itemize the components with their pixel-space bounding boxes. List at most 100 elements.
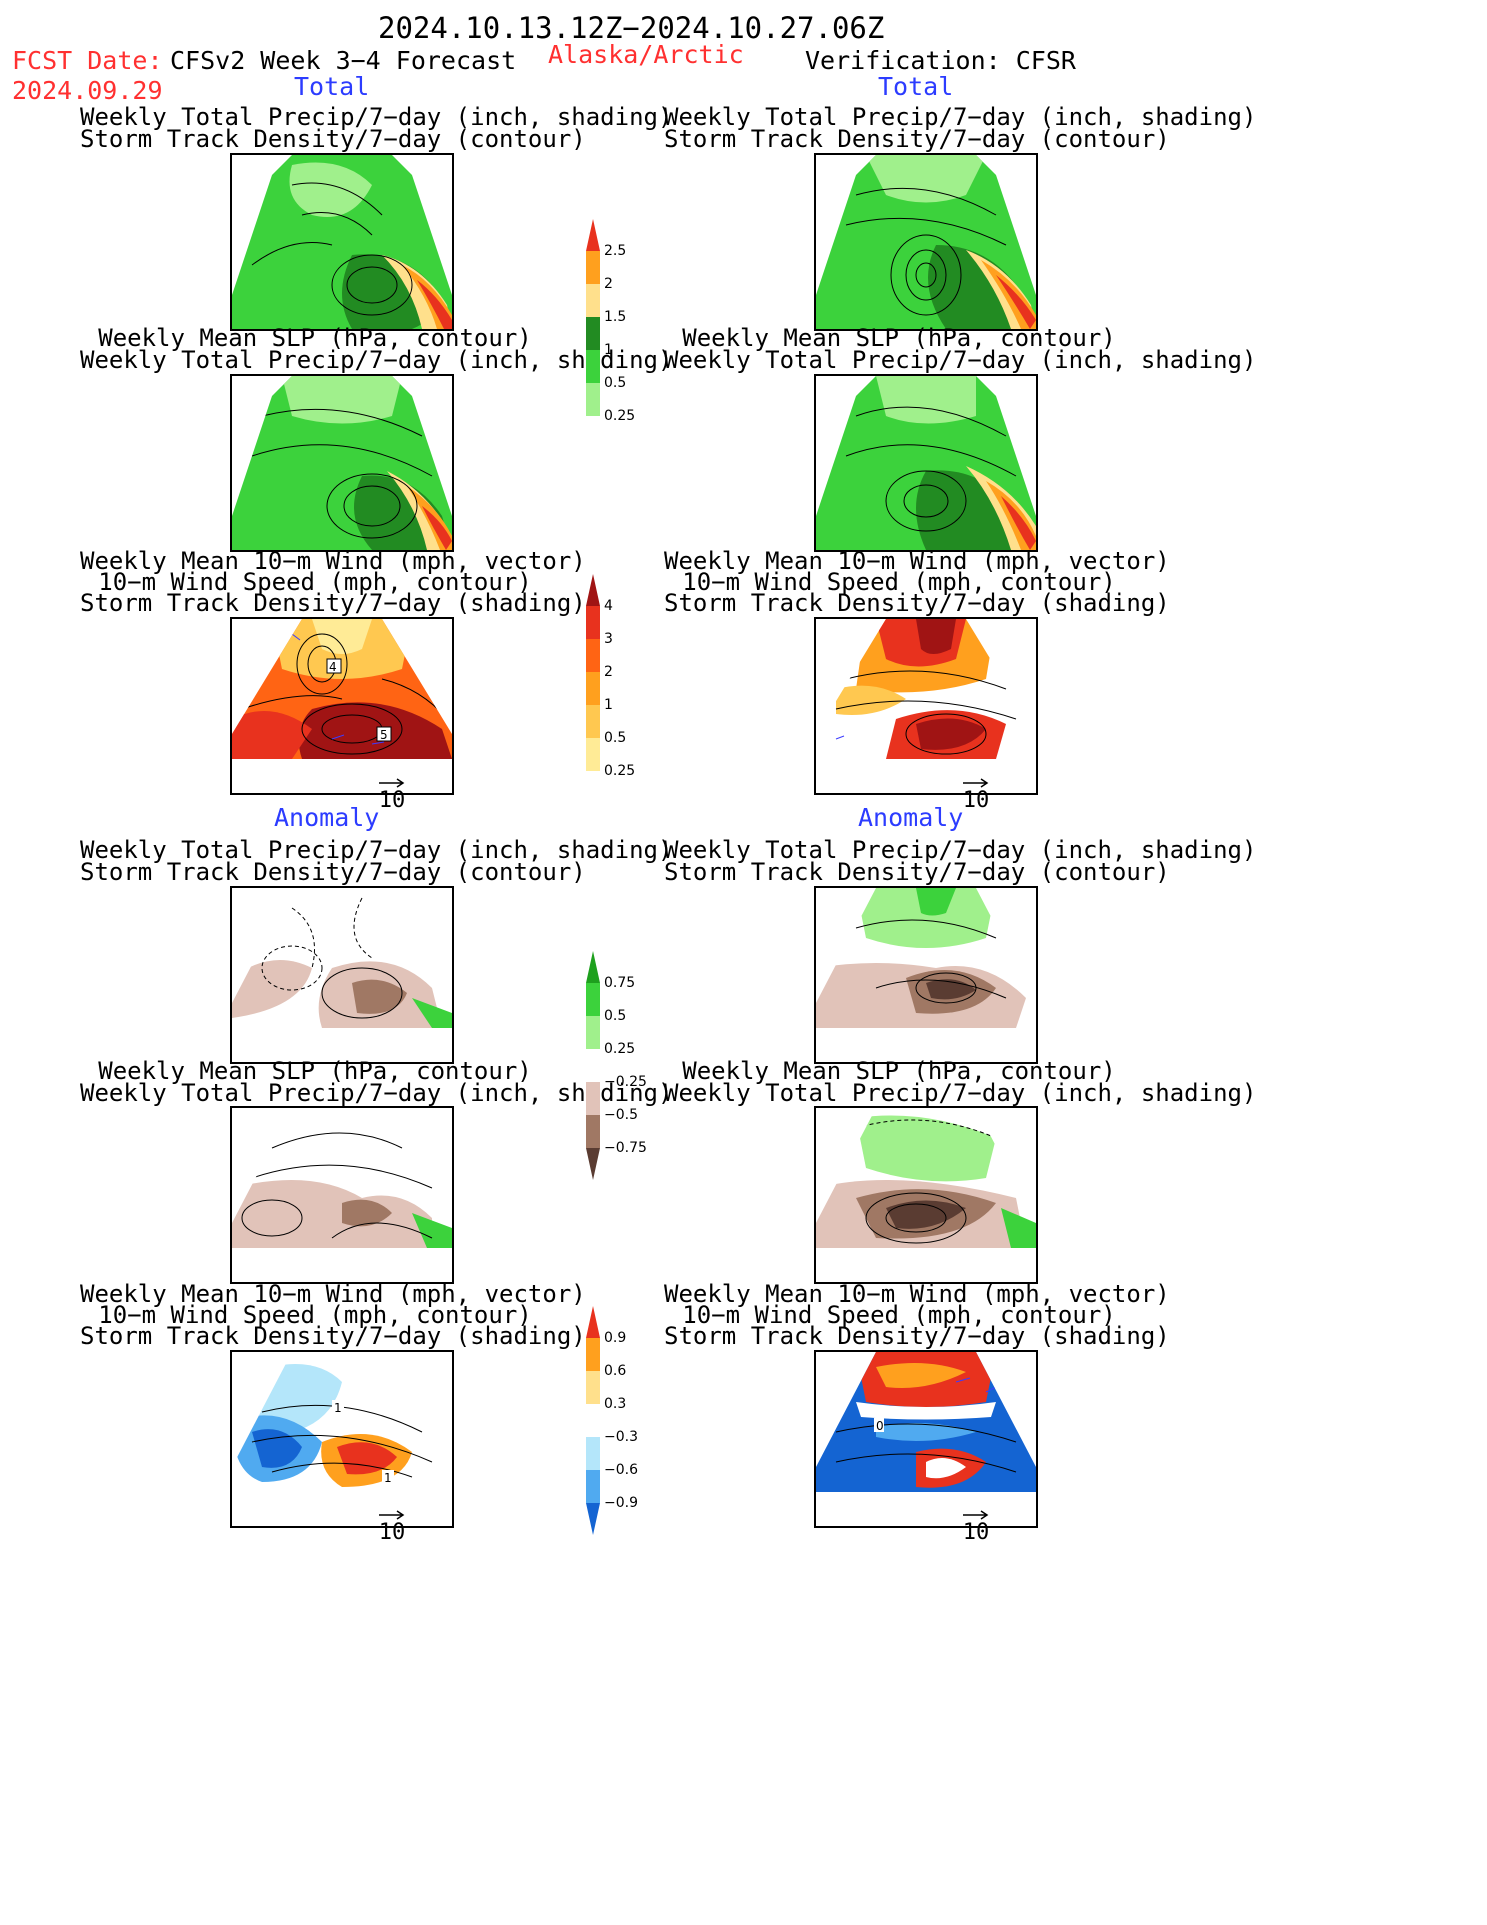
panel-title-line: Storm Track Density/7−day (shading) xyxy=(80,589,586,617)
panel-title-line: 10−m Wind Speed (mph, contour) xyxy=(682,1301,1116,1329)
colorbar-segment xyxy=(586,284,600,317)
map-wind-storm-anomaly-forecast: 1 1 xyxy=(230,1350,454,1528)
panel-title-line: 10−m Wind Speed (mph, contour) xyxy=(682,568,1116,596)
panel-title-line: Weekly Total Precip/7−day (inch, shading… xyxy=(80,1079,673,1107)
contour-label: 1 xyxy=(384,1471,392,1485)
verification-label: Verification: CFSR xyxy=(805,46,1076,75)
vector-reference-value: 10 xyxy=(378,1520,406,1545)
colorbar-tick-label: 0.75 xyxy=(604,975,636,991)
contour-label: 1 xyxy=(334,1401,342,1415)
panel-title-line: Weekly Total Precip/7−day (inch, shading… xyxy=(664,836,1257,864)
panel-title-line: 10−m Wind Speed (mph, contour) xyxy=(98,568,532,596)
colorbar-storm-total: 4 3 2 1 0.5 0.25 xyxy=(585,573,635,808)
colorbar-tick-label: 0.25 xyxy=(604,763,636,779)
map-total-precip-storm-verification xyxy=(814,153,1038,331)
colorbar-segment xyxy=(586,1306,600,1338)
colorbar-segment xyxy=(586,1049,600,1082)
panel-title-line: Weekly Mean 10−m Wind (mph, vector) xyxy=(80,547,586,575)
colorbar-tick-label: 0.25 xyxy=(604,1041,636,1057)
panel-title-line: Storm Track Density/7−day (shading) xyxy=(664,589,1170,617)
colorbar-tick-label: 1.5 xyxy=(604,309,627,325)
map-slp-precip-forecast xyxy=(230,374,454,552)
map-wind-storm-verification xyxy=(814,617,1038,795)
map-precip-storm-anomaly-verification xyxy=(814,886,1038,1064)
colorbar-precip-total: 2.5 2 1.5 1 0.5 0.25 xyxy=(585,218,635,453)
panel-title-line: Storm Track Density/7−day (shading) xyxy=(80,1322,586,1350)
colorbar-tick-label: −0.6 xyxy=(604,1462,638,1478)
panel-title-line: Storm Track Density/7−day (contour) xyxy=(664,858,1170,886)
colorbar-segment xyxy=(586,1115,600,1148)
colorbar-segment xyxy=(586,1338,600,1371)
colorbar-segment xyxy=(586,1082,600,1115)
panel-title-line: Weekly Total Precip/7−day (inch, shading… xyxy=(664,103,1257,131)
colorbar-tick-label: 1 xyxy=(604,342,613,358)
colorbar-tick-label: 4 xyxy=(604,598,613,614)
panel-title-line: Storm Track Density/7−day (shading) xyxy=(664,1322,1170,1350)
panel-title-line: Storm Track Density/7−day (contour) xyxy=(80,125,586,153)
colorbar-segment xyxy=(586,1404,600,1437)
colorbar-tick-label: 0.9 xyxy=(604,1330,627,1346)
section-total-right: Total xyxy=(878,72,954,101)
map-slp-precip-anomaly-forecast xyxy=(230,1106,454,1284)
section-anomaly-left: Anomaly xyxy=(274,803,380,832)
colorbar-storm-anomaly: 0.9 0.6 0.3 −0.3 −0.6 −0.9 xyxy=(585,1305,638,1540)
colorbar-segment xyxy=(586,416,600,448)
colorbar-tick-label: 2 xyxy=(604,664,613,680)
colorbar-tick-label: −0.25 xyxy=(604,1074,647,1090)
colorbar-tick-label: −0.9 xyxy=(604,1495,638,1511)
colorbar-segment xyxy=(586,705,600,738)
colorbar-segment xyxy=(586,350,600,383)
panel-title-line: Weekly Mean SLP (hPa, contour) xyxy=(682,324,1116,352)
vector-reference: 10 xyxy=(362,778,422,813)
map-slp-precip-anomaly-verification xyxy=(814,1106,1038,1284)
colorbar-segment xyxy=(586,951,600,983)
colorbar-precip-anomaly: 0.75 0.5 0.25 −0.25 −0.5 −0.75 xyxy=(585,950,647,1185)
colorbar-tick-label: 1 xyxy=(604,697,613,713)
colorbar-segment xyxy=(586,672,600,705)
section-total-left: Total xyxy=(294,72,370,101)
colorbar-segment xyxy=(586,251,600,284)
map-wind-storm-anomaly-verification: 0 xyxy=(814,1350,1038,1528)
colorbar-segment xyxy=(586,639,600,672)
colorbar-segment xyxy=(586,1371,600,1404)
panel-title-line: 10−m Wind Speed (mph, contour) xyxy=(98,1301,532,1329)
panel-title-line: Storm Track Density/7−day (contour) xyxy=(80,858,586,886)
colorbar-segment xyxy=(586,606,600,639)
panel-title-line: Weekly Total Precip/7−day (inch, shading… xyxy=(664,1079,1257,1107)
colorbar-segment xyxy=(586,1148,600,1180)
colorbar-segment xyxy=(586,219,600,251)
map-precip-storm-anomaly-forecast xyxy=(230,886,454,1064)
colorbar-tick-label: 2 xyxy=(604,276,613,292)
colorbar-tick-label: −0.3 xyxy=(604,1429,638,1445)
panel-title-line: Weekly Total Precip/7−day (inch, shading… xyxy=(80,103,673,131)
colorbar-tick-label: 3 xyxy=(604,631,613,647)
colorbar-segment xyxy=(586,383,600,416)
colorbar-segment xyxy=(586,1470,600,1503)
colorbar-tick-label: 2.5 xyxy=(604,243,627,259)
date-range: 2024.10.13.12Z−2024.10.27.06Z xyxy=(378,11,885,45)
panel-title-line: Weekly Mean SLP (hPa, contour) xyxy=(682,1057,1116,1085)
panel-title-line: Weekly Mean 10−m Wind (mph, vector) xyxy=(664,547,1170,575)
panel-title-line: Weekly Mean SLP (hPa, contour) xyxy=(98,324,532,352)
fcst-date: 2024.09.29 xyxy=(12,76,163,105)
panel-title-line: Weekly Mean 10−m Wind (mph, vector) xyxy=(664,1280,1170,1308)
colorbar-tick-label: −0.75 xyxy=(604,1140,647,1156)
region-name: Alaska/Arctic xyxy=(548,40,744,69)
vector-reference-value: 10 xyxy=(962,1520,990,1545)
colorbar-segment xyxy=(586,738,600,771)
colorbar-tick-label: −0.5 xyxy=(604,1107,638,1123)
map-total-precip-storm-forecast xyxy=(230,153,454,331)
vector-reference: 10 xyxy=(946,778,1006,813)
colorbar-segment xyxy=(586,574,600,606)
colorbar-tick-label: 0.25 xyxy=(604,408,636,424)
colorbar-tick-label: 0.5 xyxy=(604,375,627,391)
colorbar-segment xyxy=(586,983,600,1016)
panel-title-line: Storm Track Density/7−day (contour) xyxy=(664,125,1170,153)
panel-title-line: Weekly Total Precip/7−day (inch, shading… xyxy=(664,346,1257,374)
contour-label: 4 xyxy=(329,660,337,674)
vector-reference-value: 10 xyxy=(378,788,406,813)
model-name: CFSv2 Week 3−4 Forecast xyxy=(170,46,517,75)
panel-title-line: Weekly Total Precip/7−day (inch, shading… xyxy=(80,346,673,374)
colorbar-segment xyxy=(586,1437,600,1470)
